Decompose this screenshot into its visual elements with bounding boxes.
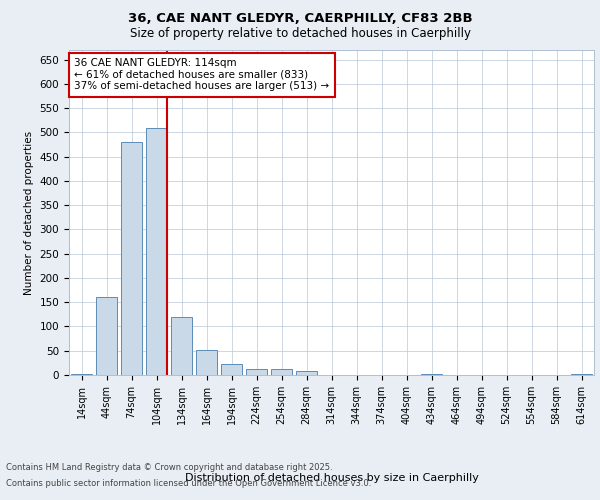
Bar xyxy=(146,128,167,375)
Bar xyxy=(96,298,117,375)
Bar xyxy=(571,374,592,375)
Bar xyxy=(221,364,242,375)
Bar xyxy=(71,374,92,375)
Y-axis label: Number of detached properties: Number of detached properties xyxy=(24,130,34,294)
Text: 36, CAE NANT GLEDYR, CAERPHILLY, CF83 2BB: 36, CAE NANT GLEDYR, CAERPHILLY, CF83 2B… xyxy=(128,12,472,26)
Bar xyxy=(271,369,292,375)
Text: Size of property relative to detached houses in Caerphilly: Size of property relative to detached ho… xyxy=(130,28,470,40)
Bar xyxy=(421,374,442,375)
Text: Contains HM Land Registry data © Crown copyright and database right 2025.: Contains HM Land Registry data © Crown c… xyxy=(6,464,332,472)
X-axis label: Distribution of detached houses by size in Caerphilly: Distribution of detached houses by size … xyxy=(185,472,478,482)
Bar xyxy=(121,142,142,375)
Bar xyxy=(246,369,267,375)
Bar xyxy=(196,350,217,375)
Text: 36 CAE NANT GLEDYR: 114sqm
← 61% of detached houses are smaller (833)
37% of sem: 36 CAE NANT GLEDYR: 114sqm ← 61% of deta… xyxy=(74,58,329,92)
Bar xyxy=(171,317,192,375)
Text: Contains public sector information licensed under the Open Government Licence v3: Contains public sector information licen… xyxy=(6,478,371,488)
Bar xyxy=(296,371,317,375)
